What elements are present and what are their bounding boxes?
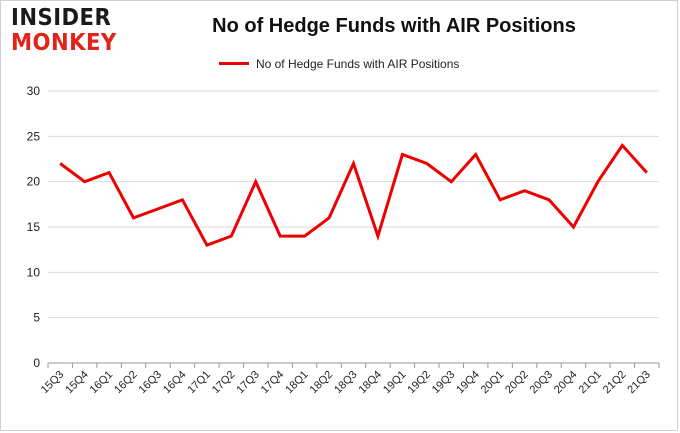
x-tick-label: 16Q4 [161,369,189,397]
logo-line-2: MONKEY [11,30,117,56]
insider-monkey-logo: INSIDER MONKEY [11,7,126,55]
x-tick-label: 16Q1 [88,369,116,397]
data-point [230,235,233,238]
y-tick-label: 30 [27,84,41,98]
data-point [596,180,599,183]
x-tick-label: 20Q4 [552,369,580,397]
x-tick-label: 20Q3 [528,369,556,397]
data-point [205,244,208,247]
x-tick-label: 18Q2 [308,369,336,397]
chart-legend: No of Hedge Funds with AIR Positions [1,57,677,71]
data-point [108,171,111,174]
data-point [83,180,86,183]
logo-line-1: INSIDER [11,5,112,31]
x-tick-label: 20Q2 [503,369,531,397]
y-tick-label: 10 [27,265,41,279]
data-point [376,235,379,238]
x-tick-label: 17Q3 [234,369,262,397]
data-point [181,198,184,201]
x-tick-label: 16Q2 [112,369,140,397]
data-point [499,198,502,201]
x-tick-label: 19Q3 [430,369,458,397]
legend-label: No of Hedge Funds with AIR Positions [255,57,460,71]
legend-swatch [218,62,249,66]
x-tick-label: 15Q3 [39,369,67,397]
data-point [645,171,648,174]
x-tick-label: 21Q1 [576,369,604,397]
x-tick-label: 21Q3 [625,369,653,397]
data-point [401,153,404,156]
data-point [279,235,282,238]
y-tick-label: 20 [27,175,41,189]
series-line [59,142,648,247]
x-tick-label: 21Q2 [601,369,629,397]
x-tick-label: 18Q1 [283,369,311,397]
data-point [59,162,62,165]
x-tick-label: 19Q4 [454,369,482,397]
x-tick-label: 17Q2 [210,369,238,397]
data-point [474,153,477,156]
x-tick-label: 18Q3 [332,369,360,397]
x-tick-label: 15Q4 [63,369,91,397]
x-tick-label: 17Q1 [185,369,213,397]
data-point [132,216,135,219]
chart-title: No of Hedge Funds with AIR Positions [212,15,576,37]
data-point [450,180,453,183]
data-point [156,207,159,210]
y-tick-label: 25 [27,129,41,143]
data-point [572,226,575,229]
data-point [523,189,526,192]
y-tick-label: 0 [33,356,40,370]
x-tick-label: 18Q4 [357,369,385,397]
data-point [621,144,624,147]
data-point [548,198,551,201]
data-point [425,162,428,165]
data-point [328,216,331,219]
data-point [254,180,257,183]
data-point [352,162,355,165]
y-tick-label: 15 [27,220,41,234]
data-point [303,235,306,238]
y-tick-label: 5 [33,311,40,325]
x-tick-label: 17Q4 [259,369,287,397]
x-tick-label: 19Q1 [381,369,409,397]
x-tick-label: 20Q1 [479,369,507,397]
x-tick-label: 19Q2 [405,369,433,397]
x-tick-label: 16Q3 [137,369,165,397]
